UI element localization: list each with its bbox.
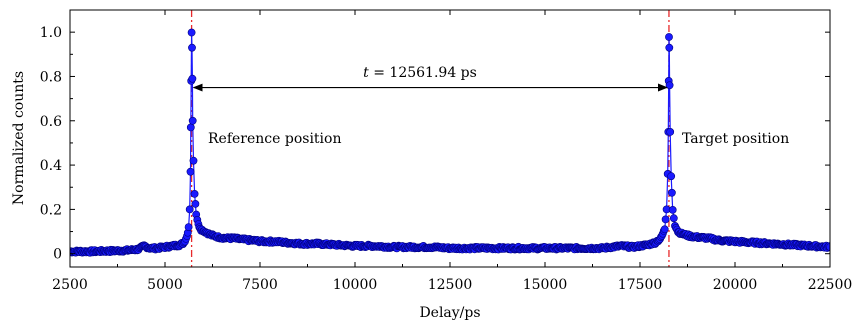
peak-markers — [190, 10, 670, 267]
x-tick-label: 20000 — [713, 277, 758, 293]
data-point — [667, 172, 676, 181]
y-tick-label: 1.0 — [40, 25, 62, 41]
data-point — [665, 33, 673, 41]
data-point — [191, 199, 200, 208]
data-point — [187, 28, 196, 37]
annotations: t = 12561.94 ps Reference position Targe… — [192, 65, 789, 147]
data-point — [188, 74, 197, 83]
interval-value: = 12561.94 ps — [369, 65, 477, 81]
data-points — [70, 28, 830, 257]
interval-label: t = 12561.94 ps — [363, 65, 477, 81]
data-point — [184, 223, 193, 231]
x-tick-label: 22500 — [808, 277, 853, 293]
y-axis: 0 0.2 0.4 0.6 0.8 1.0 — [40, 9, 830, 263]
data-point — [665, 81, 674, 90]
y-tick-label: 0.2 — [40, 202, 62, 218]
data-point — [666, 127, 675, 136]
y-tick-label: 0.6 — [40, 114, 62, 130]
interval-symbol: t — [363, 65, 369, 81]
data-point — [668, 205, 677, 214]
x-tick-label: 2500 — [52, 277, 88, 293]
x-tick-label: 7500 — [242, 277, 278, 293]
y-axis-title: Normalized counts — [11, 71, 27, 205]
data-point — [185, 205, 194, 214]
data-point — [661, 215, 670, 224]
data-point — [189, 156, 198, 165]
target-position-label: Target position — [682, 131, 789, 147]
data-point — [190, 189, 199, 198]
reference-position-label: Reference position — [208, 131, 341, 147]
x-axis: 2500 5000 7500 10000 12500 15000 17500 20000 225… — [52, 10, 852, 293]
data-point — [826, 243, 830, 251]
y-tick-label: 0 — [53, 247, 62, 263]
data-point — [669, 214, 678, 223]
data-point — [668, 188, 676, 197]
y-tick-label: 0.4 — [40, 158, 62, 174]
data-point — [188, 43, 196, 52]
x-tick-label: 17500 — [618, 277, 663, 293]
data-point — [660, 225, 669, 234]
x-tick-label: 15000 — [523, 277, 568, 293]
data-point — [188, 116, 197, 125]
data-point — [665, 43, 674, 52]
x-tick-label: 5000 — [147, 277, 183, 293]
x-axis-title: Delay/ps — [419, 305, 480, 321]
y-tick-label: 0.8 — [40, 69, 62, 85]
data-point — [186, 123, 195, 132]
x-tick-label: 12500 — [428, 277, 473, 293]
data-point — [186, 167, 195, 176]
x-tick-label: 10000 — [333, 277, 378, 293]
plot-area — [70, 10, 830, 267]
